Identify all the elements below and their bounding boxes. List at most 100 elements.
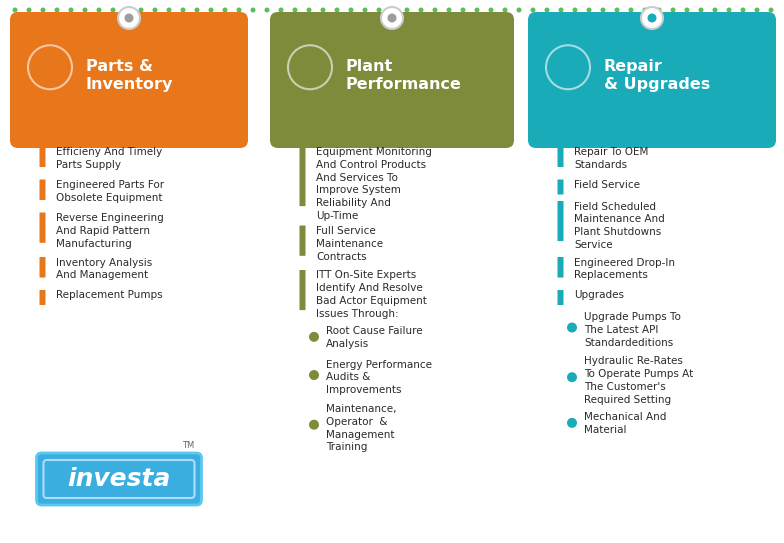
Circle shape [349, 8, 354, 12]
Circle shape [699, 8, 703, 12]
Text: Mechanical And
Material: Mechanical And Material [584, 413, 666, 435]
Circle shape [125, 14, 133, 22]
Circle shape [517, 8, 521, 12]
Circle shape [641, 7, 663, 29]
Circle shape [139, 8, 143, 12]
Circle shape [118, 7, 140, 29]
FancyBboxPatch shape [299, 225, 306, 256]
Circle shape [180, 8, 186, 12]
Circle shape [460, 8, 466, 12]
Text: Energy Performance
Audits &
Improvements: Energy Performance Audits & Improvements [326, 359, 432, 395]
Circle shape [531, 8, 535, 12]
Circle shape [754, 8, 760, 12]
FancyBboxPatch shape [39, 290, 45, 305]
Circle shape [390, 8, 395, 12]
Circle shape [545, 8, 550, 12]
Circle shape [309, 420, 319, 430]
Text: Full Service
Maintenance
Contracts: Full Service Maintenance Contracts [316, 226, 383, 262]
Circle shape [405, 8, 409, 12]
Circle shape [567, 323, 577, 332]
Circle shape [309, 332, 319, 342]
Circle shape [335, 8, 339, 12]
Text: Plant
Performance: Plant Performance [346, 59, 462, 92]
FancyBboxPatch shape [528, 12, 776, 148]
Circle shape [656, 8, 662, 12]
Circle shape [684, 8, 689, 12]
Circle shape [376, 8, 382, 12]
Bar [280, 120, 504, 140]
Circle shape [572, 8, 578, 12]
Circle shape [629, 8, 633, 12]
Text: Parts &
Inventory: Parts & Inventory [86, 59, 173, 92]
FancyBboxPatch shape [43, 460, 194, 498]
Circle shape [419, 8, 423, 12]
Circle shape [41, 8, 45, 12]
Circle shape [27, 8, 31, 12]
Text: Reverse Engineering
And Rapid Pattern
Manufacturing: Reverse Engineering And Rapid Pattern Ma… [56, 213, 164, 249]
Circle shape [111, 8, 115, 12]
Circle shape [125, 8, 129, 12]
Circle shape [586, 8, 591, 12]
Circle shape [321, 8, 325, 12]
Circle shape [264, 8, 270, 12]
Text: ITT On-Site Experts
Identify And Resolve
Bad Actor Equipment
Issues Through:: ITT On-Site Experts Identify And Resolve… [316, 270, 426, 319]
Circle shape [82, 8, 88, 12]
Circle shape [237, 8, 241, 12]
Text: Repair To OEM
Standards: Repair To OEM Standards [574, 147, 648, 170]
FancyBboxPatch shape [10, 12, 248, 539]
Circle shape [768, 8, 774, 12]
Circle shape [307, 8, 311, 12]
Circle shape [55, 8, 60, 12]
Circle shape [433, 8, 437, 12]
Circle shape [223, 8, 227, 12]
Circle shape [567, 418, 577, 428]
Text: Maintenance,
Operator  &
Management
Training: Maintenance, Operator & Management Train… [326, 404, 397, 452]
FancyBboxPatch shape [39, 147, 45, 167]
Text: Upgrades: Upgrades [574, 291, 624, 300]
Circle shape [503, 8, 507, 12]
Text: Root Cause Failure
Analysis: Root Cause Failure Analysis [326, 326, 423, 349]
Circle shape [96, 8, 101, 12]
Circle shape [741, 8, 746, 12]
Text: Replacement Pumps: Replacement Pumps [56, 291, 162, 300]
FancyBboxPatch shape [557, 180, 564, 194]
FancyBboxPatch shape [299, 270, 306, 310]
Circle shape [387, 14, 397, 22]
Text: Engineered Parts For
Obsolete Equipment: Engineered Parts For Obsolete Equipment [56, 180, 164, 203]
FancyBboxPatch shape [10, 12, 248, 148]
Circle shape [474, 8, 480, 12]
Text: Repair
& Upgrades: Repair & Upgrades [604, 59, 710, 92]
Circle shape [153, 8, 158, 12]
Circle shape [488, 8, 493, 12]
FancyBboxPatch shape [299, 147, 306, 206]
Text: Efficieny And Timely
Parts Supply: Efficieny And Timely Parts Supply [56, 147, 162, 170]
FancyBboxPatch shape [557, 290, 564, 305]
Circle shape [166, 8, 172, 12]
FancyBboxPatch shape [528, 12, 776, 539]
Circle shape [68, 8, 74, 12]
FancyBboxPatch shape [270, 12, 514, 148]
Circle shape [251, 8, 256, 12]
Circle shape [727, 8, 731, 12]
Circle shape [601, 8, 605, 12]
Text: investa: investa [67, 467, 171, 491]
FancyBboxPatch shape [39, 257, 45, 277]
Bar [20, 120, 238, 140]
Circle shape [567, 372, 577, 382]
Circle shape [447, 8, 452, 12]
Circle shape [13, 8, 17, 12]
FancyBboxPatch shape [557, 201, 564, 241]
FancyBboxPatch shape [270, 12, 514, 539]
FancyBboxPatch shape [557, 147, 564, 167]
Circle shape [643, 8, 648, 12]
Circle shape [381, 7, 403, 29]
Circle shape [558, 8, 564, 12]
FancyBboxPatch shape [37, 453, 201, 505]
Text: Field Scheduled
Maintenance And
Plant Shutdowns
Service: Field Scheduled Maintenance And Plant Sh… [574, 201, 665, 250]
Text: Upgrade Pumps To
The Latest API
Standardeditions: Upgrade Pumps To The Latest API Standard… [584, 312, 681, 348]
Circle shape [362, 8, 368, 12]
Circle shape [648, 14, 656, 22]
Text: Equipment Monitoring
And Control Products
And Services To
Improve System
Reliabi: Equipment Monitoring And Control Product… [316, 147, 432, 221]
Circle shape [194, 8, 199, 12]
Bar [538, 120, 766, 140]
